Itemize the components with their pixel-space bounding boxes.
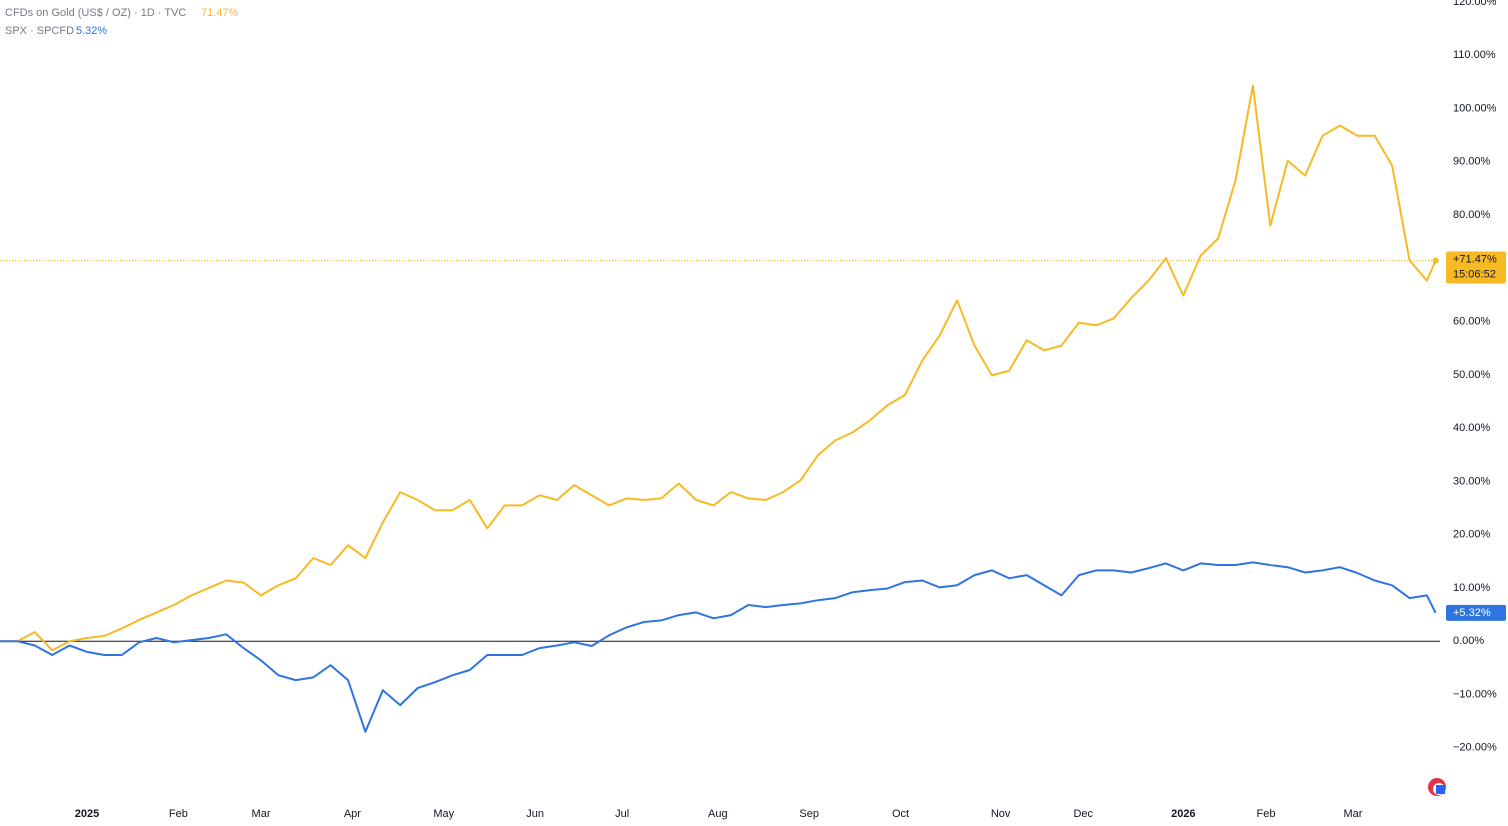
x-tick-label: Nov: [991, 808, 1011, 820]
legend-name: SPX · SPCFD: [5, 25, 74, 37]
x-tick-label: Oct: [892, 808, 909, 820]
x-tick-label: Mar: [1344, 808, 1363, 820]
y-tick-label: 60.00%: [1453, 316, 1491, 328]
price-label: +71.47%: [1453, 253, 1497, 265]
countdown: 15:06:52: [1453, 268, 1496, 280]
x-tick-label: 2025: [75, 808, 99, 820]
logo: [1428, 778, 1446, 796]
y-tick-label: 110.00%: [1453, 49, 1496, 61]
legend-value: 5.32%: [76, 25, 107, 37]
x-tick-label: Jul: [615, 808, 629, 820]
y-tick-label: 20.00%: [1453, 529, 1491, 541]
x-tick-label: Jun: [526, 808, 544, 820]
y-tick-label: 80.00%: [1453, 209, 1491, 221]
y-tick-label: 10.00%: [1453, 582, 1491, 594]
y-tick-label: −10.00%: [1453, 688, 1497, 700]
x-tick-label: May: [433, 808, 454, 820]
y-tick-label: 50.00%: [1453, 369, 1491, 381]
last-point: [1432, 257, 1439, 264]
price-label: +5.32%: [1453, 607, 1491, 619]
x-tick-label: Feb: [169, 808, 188, 820]
series-line: [0, 84, 1437, 652]
price-label-box: [1446, 251, 1506, 284]
y-tick-label: 100.00%: [1453, 102, 1497, 114]
x-tick-label: Sep: [799, 808, 819, 820]
x-tick-label: Aug: [708, 808, 728, 820]
y-tick-label: 0.00%: [1453, 635, 1484, 647]
series-line: [0, 561, 1437, 733]
y-tick-label: 40.00%: [1453, 422, 1491, 434]
y-tick-label: 120.00%: [1453, 0, 1497, 8]
legend-value: 71.47%: [201, 7, 239, 19]
x-tick-label: 2026: [1171, 808, 1195, 820]
x-tick-label: Feb: [1256, 808, 1275, 820]
x-tick-label: Apr: [344, 808, 361, 820]
x-tick-label: Dec: [1073, 808, 1093, 820]
legend-name: CFDs on Gold (US$ / OZ) · 1D · TVC: [5, 7, 186, 19]
x-tick-label: Mar: [252, 808, 271, 820]
y-tick-label: −20.00%: [1453, 742, 1497, 754]
y-tick-label: 90.00%: [1453, 156, 1491, 168]
price-label-box: [1446, 604, 1506, 621]
y-tick-label: 30.00%: [1453, 475, 1491, 487]
